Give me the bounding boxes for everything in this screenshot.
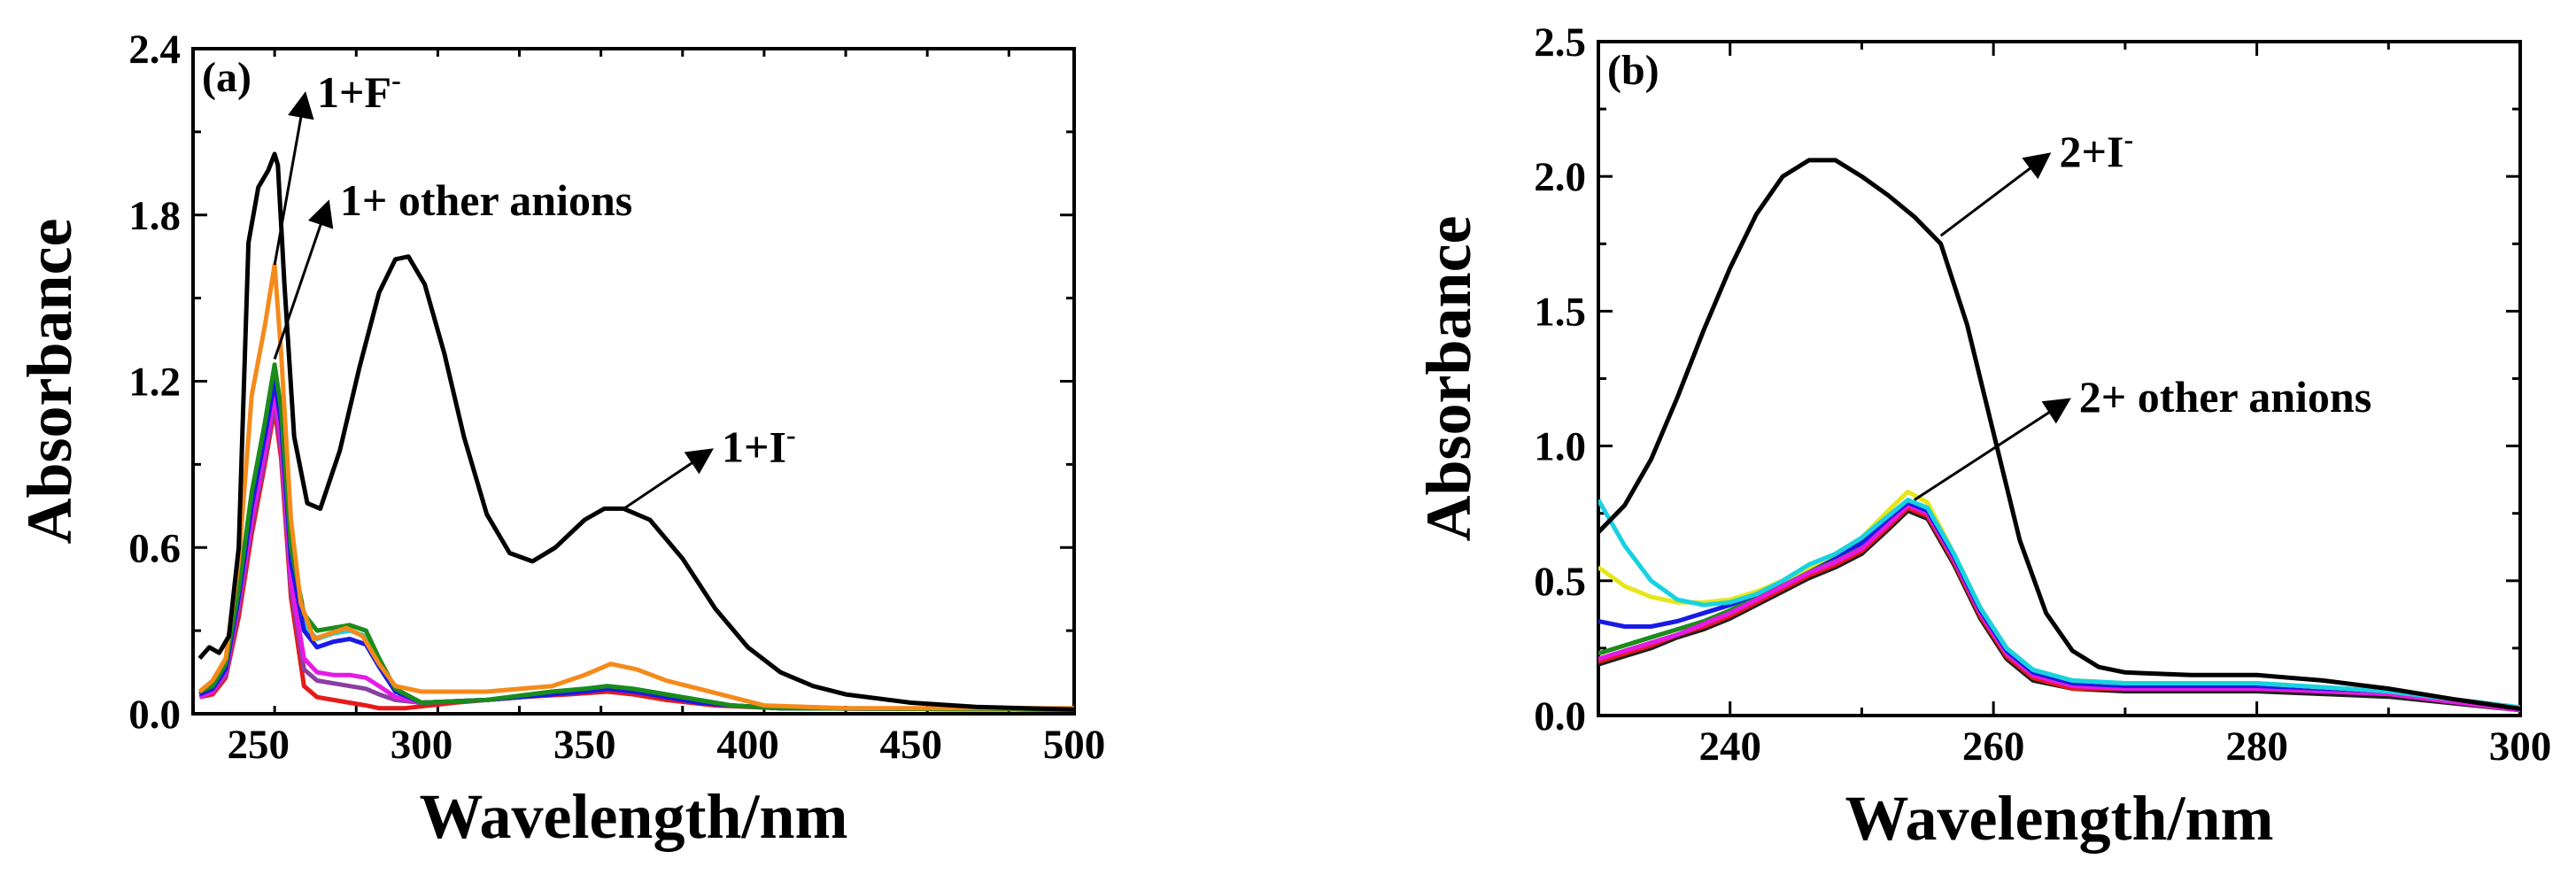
plot-frame-a [191, 47, 1076, 716]
panel-label-b: (b) [1607, 47, 1659, 94]
annotation-arrow [273, 91, 314, 266]
x-tick-label: 250 [227, 722, 290, 768]
chart-panel-b: 240 260 280 300 0.0 0.5 1.0 1.5 2.0 2.5 Wavelength… [1413, 19, 2551, 854]
x-tick-label: 300 [2489, 724, 2552, 770]
series-line-1-cl- [198, 362, 1074, 712]
y-tick-label: 0.0 [1534, 693, 1586, 739]
series-line-1-br- [198, 379, 1074, 712]
series-line-2-i- [1598, 158, 2520, 711]
series-group-b [1598, 158, 2520, 713]
y-tick-label: 1.2 [128, 360, 181, 406]
x-axis-title: Wavelength/nm [419, 781, 847, 852]
x-tick-label: 260 [1962, 724, 2025, 770]
y-axis-title: Absorbance [14, 218, 85, 544]
y-tick-label: 0.0 [128, 692, 181, 738]
x-tick-label: 240 [1698, 724, 1761, 770]
x-tick-label: 500 [1043, 722, 1106, 768]
annotation-label: 2+I- [2060, 123, 2134, 176]
x-tick-label: 450 [879, 722, 942, 768]
y-tick-label: 0.6 [128, 525, 181, 571]
x-tick-label: 400 [716, 722, 779, 768]
series-group-a [197, 151, 1074, 712]
y-tick-label: 1.5 [1534, 289, 1586, 335]
x-tick-label: 350 [553, 722, 616, 768]
panel-label-a: (a) [202, 54, 251, 101]
series-line-1-aco- [198, 406, 1074, 712]
y-tick-label: 1.8 [128, 193, 181, 239]
chart-panel-a: 250 300 350 400 450 500 0.0 0.6 1.2 1.8 2.4 Wavelen… [14, 27, 1105, 852]
y-tick-label: 0.5 [1534, 559, 1586, 605]
y-tick-label: 2.0 [1534, 154, 1586, 200]
x-tick-label: 300 [391, 722, 453, 768]
annotation-label: 1+ other anions [340, 175, 632, 225]
series-line-2-f- [1598, 498, 2520, 710]
annotation-label: 2+ other anions [2079, 372, 2371, 422]
y-tick-label: 2.4 [128, 27, 181, 73]
annotation-arrow [273, 199, 334, 360]
annotation-arrow [623, 448, 714, 510]
series-line-1-no3- [198, 373, 1074, 712]
y-tick-label: 1.0 [1534, 424, 1586, 470]
series-line-1-hso4- [198, 392, 1074, 712]
annotation-label: 1+F- [317, 64, 401, 117]
series-line-2-no3- [1598, 503, 2520, 713]
series-line-1-f- [197, 262, 1074, 711]
series-line-1-h2po4- [198, 401, 1074, 712]
annotation-label: 1+I- [722, 419, 796, 472]
series-line-1-i- [197, 151, 1074, 712]
x-axis-title: Wavelength/nm [1845, 783, 2273, 854]
y-axis-title: Absorbance [1413, 215, 1484, 541]
annotation-arrow [1939, 152, 2052, 237]
x-tick-label: 280 [2225, 724, 2288, 770]
annotation-arrow [1914, 398, 2071, 501]
y-tick-label: 2.5 [1534, 19, 1586, 66]
